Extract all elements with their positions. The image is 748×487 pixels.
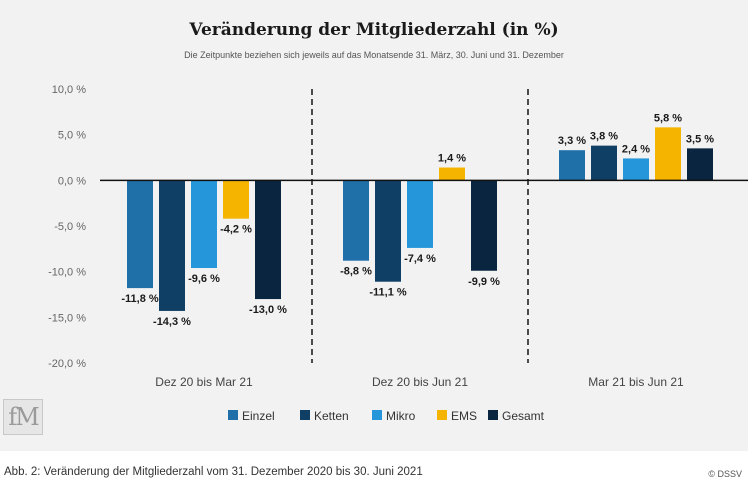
data-label: 3,3 % [558,135,586,147]
data-label: 3,8 % [590,131,618,143]
legend-swatch-ems [437,410,447,420]
legend-label: EMS [451,409,477,423]
y-tick-label: 5,0 % [58,130,86,142]
bar-ketten [591,145,617,181]
bar-gesamt [255,180,281,300]
legend-swatch-ketten [300,410,310,420]
bar-ems [439,167,465,181]
data-label: 2,4 % [622,143,650,155]
bar-einzel [127,180,153,289]
bar-chart: 10,0 % 5,0 % 0,0 % -5,0 % -10,0 % -15,0 % -20,… [48,84,748,423]
legend-label: Gesamt [502,409,545,423]
data-label: -11,8 % [121,293,159,305]
bar-gesamt [687,148,713,181]
data-label: -9,6 % [188,273,220,285]
bar-ems [223,180,249,219]
y-axis: 10,0 % 5,0 % 0,0 % -5,0 % -10,0 % -15,0 % -20,… [48,84,86,370]
data-label: -8,8 % [340,266,372,278]
bars [127,127,713,311]
chart-title: Veränderung der Mitgliederzahl (in %) [189,20,559,40]
chart-panel [0,0,748,451]
bar-einzel [343,180,369,261]
bar-ketten [159,180,185,311]
copyright-notice: © DSSV [708,469,742,479]
y-tick-label: 10,0 % [52,84,86,96]
y-tick-label: -15,0 % [48,312,86,324]
data-label: -7,4 % [404,253,436,265]
legend-label: Mikro [386,409,416,423]
bar-einzel [559,150,585,181]
bar-mikro [191,180,217,269]
y-tick-label: -20,0 % [48,358,86,370]
chart-subtitle: Die Zeitpunkte beziehen sich jeweils auf… [184,50,564,60]
group-separators [311,89,529,363]
legend: Einzel Ketten Mikro EMS Gesamt [228,409,545,423]
data-label: 1,4 % [438,153,466,165]
bar-ketten [375,180,401,282]
y-tick-label: 0,0 % [58,175,86,187]
figure-caption: Abb. 2: Veränderung der Mitgliederzahl v… [4,466,423,478]
legend-label: Ketten [314,409,349,423]
category-label: Dez 20 bis Mar 21 [155,375,253,389]
bar-ems [655,127,681,181]
category-labels: Dez 20 bis Mar 21 Dez 20 bis Jun 21 Mar 21… [155,375,684,389]
bar-mikro [407,180,433,248]
category-label: Dez 20 bis Jun 21 [372,375,468,389]
data-label: -4,2 % [220,224,252,236]
data-label: 3,5 % [686,133,714,145]
y-tick-label: -5,0 % [54,221,86,233]
data-label: -9,9 % [468,276,500,288]
data-label: -14,3 % [153,316,191,328]
data-label: 5,8 % [654,112,682,124]
y-tick-label: -10,0 % [48,267,86,279]
legend-swatch-mikro [372,410,382,420]
category-label: Mar 21 bis Jun 21 [588,375,684,389]
legend-swatch-gesamt [488,410,498,420]
fm-logo: fM [3,399,43,435]
legend-label: Einzel [242,409,275,423]
data-labels: -11,8 % -14,3 % -9,6 % -4,2 % -13,0 % -8,8 % -… [121,112,714,328]
legend-swatch-einzel [228,410,238,420]
data-label: -13,0 % [249,304,287,316]
data-label: -11,1 % [369,287,407,299]
bar-mikro [623,158,649,181]
bar-gesamt [471,180,497,271]
